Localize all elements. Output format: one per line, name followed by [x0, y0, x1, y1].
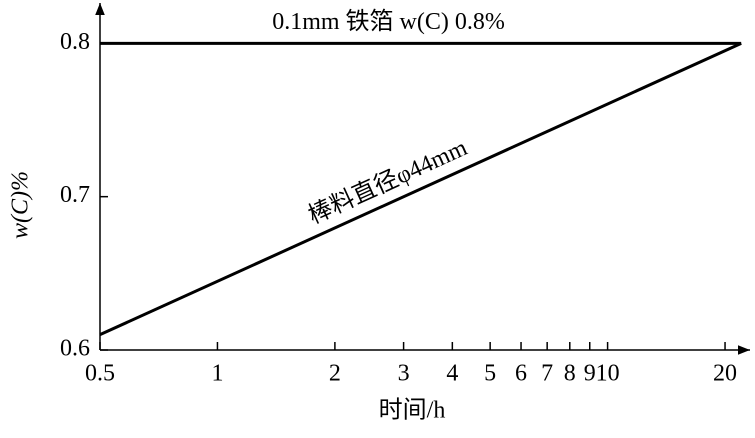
- y-tick-label: 0.6: [60, 336, 90, 362]
- x-tick-label: 9: [584, 361, 596, 387]
- x-tick-label: 1: [211, 361, 223, 387]
- x-tick-label: 7: [541, 361, 553, 387]
- line: [99, 41, 742, 337]
- line-label: 0.1mm 铁箔 w(C) 0.8%: [272, 8, 505, 35]
- y-tick-label: 0.8: [60, 29, 90, 55]
- line-label: 棒料直径φ44mm: [304, 134, 471, 230]
- y-tick-label: 0.7: [60, 182, 90, 208]
- x-tick-label: 4: [446, 361, 458, 387]
- x-tick-label: 8: [564, 361, 576, 387]
- x-tick-label: 10: [596, 361, 620, 387]
- x-tick-label: 5: [484, 361, 496, 387]
- x-tick-label: 3: [398, 361, 410, 387]
- x-tick-label: 6: [515, 361, 527, 387]
- y-axis-label: w(C)%: [8, 171, 34, 239]
- x-tick-label: 2: [329, 361, 341, 387]
- x-tick-label: 0.5: [85, 361, 115, 387]
- x-axis-label: 时间/h: [379, 397, 446, 424]
- x-tick-label: 20: [713, 361, 737, 387]
